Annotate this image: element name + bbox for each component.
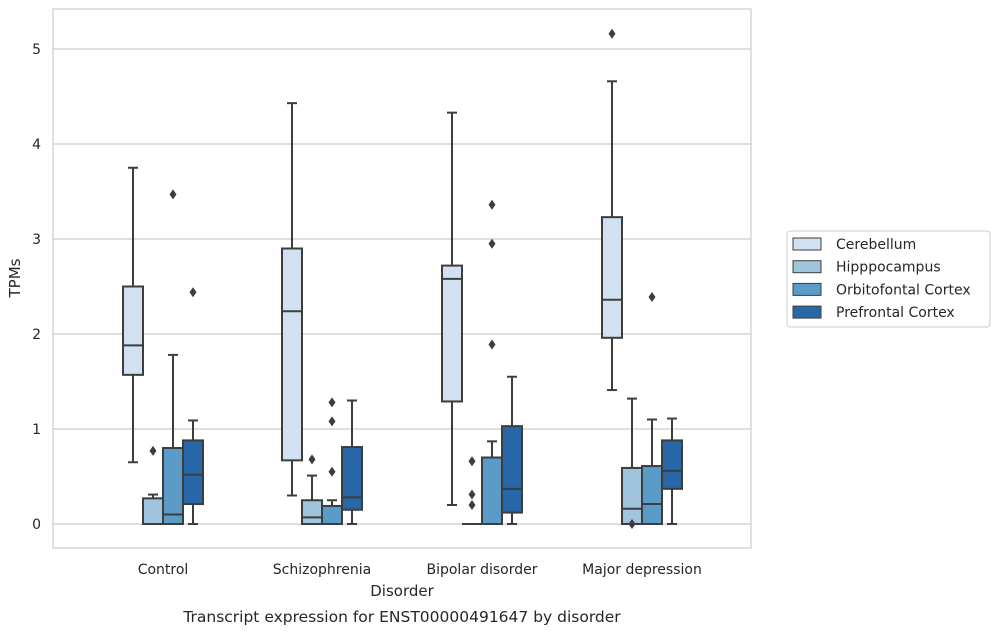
box-body: [301, 499, 323, 525]
box-body: [122, 285, 144, 376]
chart-caption: Transcript expression for ENST0000049164…: [182, 608, 621, 626]
y-axis-label: TPMs: [6, 258, 24, 298]
outlier-point: [328, 466, 336, 477]
box-body: [182, 439, 204, 506]
box-orbitofontal-cortex: [321, 397, 343, 526]
y-tick-label: 2: [32, 327, 41, 343]
outlier-point: [328, 416, 336, 427]
outlier-point: [488, 238, 496, 249]
box-hipppocampus: [462, 456, 482, 525]
y-gridlines: [53, 48, 751, 525]
box-orbitofontal-cortex: [481, 199, 503, 525]
box-body: [441, 264, 463, 403]
legend-label: Prefrontal Cortex: [836, 305, 955, 321]
box-cerebellum: [601, 28, 623, 392]
y-tick-label: 3: [32, 232, 41, 248]
box-orbitofontal-cortex: [641, 291, 663, 525]
box-body: [142, 497, 164, 526]
box-hipppocampus: [142, 445, 164, 526]
box-body: [162, 447, 184, 525]
box-hipppocampus: [621, 397, 643, 529]
outlier-point: [169, 189, 177, 200]
outlier-point: [608, 28, 616, 39]
outlier-point: [308, 454, 316, 465]
x-tick-label: Major depression: [582, 562, 702, 578]
box-plot-series: [122, 28, 683, 529]
box-body: [321, 504, 343, 526]
box-cerebellum: [281, 102, 303, 497]
outlier-point: [468, 500, 476, 510]
outlier-point: [189, 287, 197, 298]
legend-swatch: [792, 237, 822, 251]
legend: Cerebellum Hipppocampus Orbitofontal Corte…: [786, 230, 991, 328]
legend-frame: [786, 230, 991, 328]
y-tick-label: 5: [32, 42, 41, 58]
legend-swatch: [792, 305, 822, 319]
legend-label: Orbitofontal Cortex: [836, 282, 971, 298]
x-tick-labels: Control Schizophrenia Bipolar disorder Majo…: [138, 562, 702, 578]
box-body: [641, 465, 663, 525]
box-cerebellum: [122, 166, 144, 464]
outlier-point: [488, 199, 496, 210]
legend-swatch: [792, 260, 822, 274]
y-tick-label: 4: [32, 137, 41, 153]
box-hipppocampus: [301, 454, 323, 525]
legend-label: Hipppocampus: [836, 260, 941, 276]
box-cerebellum: [441, 111, 463, 506]
outlier-point: [628, 519, 636, 529]
x-tick-label: Bipolar disorder: [426, 562, 537, 578]
box-body: [501, 425, 523, 514]
y-tick-label: 0: [32, 517, 41, 533]
x-tick-label: Control: [138, 562, 189, 578]
outlier-point: [488, 339, 496, 350]
box-body: [621, 466, 643, 526]
outlier-point: [648, 291, 656, 302]
box-prefrontal-cortex: [501, 375, 523, 525]
y-tick-labels: 0 1 2 3 4 5: [32, 42, 41, 533]
box-prefrontal-cortex: [341, 399, 363, 525]
box-body: [601, 216, 623, 339]
outlier-point: [468, 489, 476, 500]
y-tick-label: 1: [32, 422, 41, 438]
x-axis-label: Disorder: [370, 582, 434, 600]
legend-label: Cerebellum: [836, 237, 916, 253]
box-prefrontal-cortex: [661, 417, 683, 525]
box-body: [281, 247, 303, 462]
x-tick-label: Schizophrenia: [273, 562, 371, 578]
box-body: [341, 446, 363, 511]
plot-frame: [52, 8, 752, 549]
box-body: [661, 439, 683, 490]
box-body: [481, 456, 503, 525]
outlier-point: [328, 397, 336, 408]
outlier-point: [468, 456, 476, 467]
box-prefrontal-cortex: [182, 287, 204, 525]
box-orbitofontal-cortex: [162, 189, 184, 525]
legend-swatch: [792, 282, 822, 296]
outlier-point: [149, 445, 157, 456]
